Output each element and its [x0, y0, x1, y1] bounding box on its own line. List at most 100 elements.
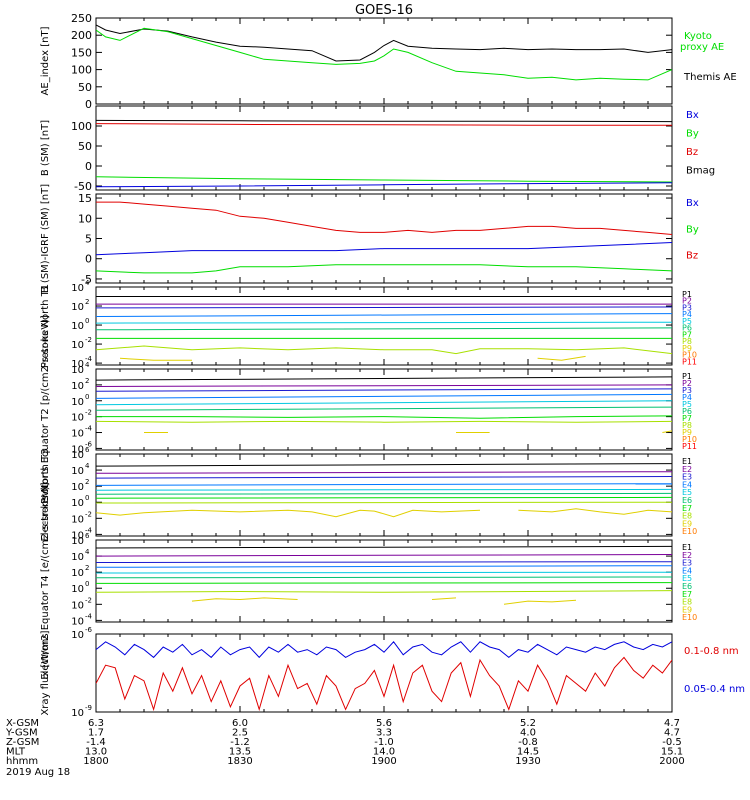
series-line-e8 [96, 501, 672, 504]
y-tick-label-exp: 0 [85, 393, 89, 401]
y-axis-label: Xray flux [W/m2] [40, 630, 51, 715]
legend-p3: P3 [682, 303, 692, 312]
axis-value: 13.0 [85, 747, 107, 758]
series-line-e4 [96, 483, 672, 486]
y-tick-label: 5 [85, 233, 92, 246]
legend-e3: E3 [682, 559, 692, 568]
legend-bx: Bx [686, 110, 699, 121]
legend-p4: P4 [682, 310, 692, 319]
series-line-p5 [96, 400, 672, 406]
series-line-e5 [96, 488, 672, 491]
series-line-0-05-0-4-nm [96, 641, 672, 659]
y-tick-label-exp: 2 [85, 564, 89, 572]
axis-value: -1.0 [374, 737, 394, 748]
y-tick-label: 0 [85, 98, 92, 111]
y-axis-label: Electrons North T3 [40, 448, 51, 541]
axis-value: -0.8 [518, 737, 538, 748]
legend-p3: P3 [682, 386, 692, 395]
legend-bmag: Bmag [686, 166, 715, 177]
legend-e4: E4 [682, 480, 692, 489]
y-tick-label-base: 10 [71, 466, 84, 477]
y-tick-label-base: 10 [71, 630, 84, 641]
y-tick-label-base: 10 [71, 530, 84, 541]
plot-title: GOES-16 [355, 3, 413, 18]
y-tick-label-base: 10 [71, 498, 84, 509]
legend-by: By [686, 129, 699, 140]
series-line-e9 [191, 597, 577, 605]
legend-p11: P11 [682, 442, 697, 451]
y-tick-label-base: 10 [71, 552, 84, 563]
series-line-p4 [96, 313, 672, 317]
series-line-bz [96, 123, 672, 126]
legend-e3: E3 [682, 473, 692, 482]
series-line-e3 [96, 561, 672, 563]
series-line-e2 [96, 471, 672, 474]
legend-e8: E8 [682, 598, 692, 607]
series-line-themis-ae [96, 24, 672, 62]
axis-value: -0.5 [662, 737, 682, 748]
y-tick-label-exp: -2 [85, 510, 92, 518]
axis-value: 5.6 [376, 718, 392, 729]
panel-frame [95, 286, 673, 366]
legend-xray-long: 0.1-0.8 nm [684, 646, 739, 657]
y-tick-label: 200 [71, 29, 92, 42]
y-tick-label-base: 10 [71, 600, 84, 611]
series-line-e5 [96, 571, 672, 574]
y-tick-label: 50 [78, 140, 92, 153]
series-line-e1 [96, 545, 672, 549]
axis-value: 14.5 [517, 747, 539, 758]
y-tick-label-base: 10 [71, 365, 84, 376]
y-tick-label-base: 10 [71, 514, 84, 525]
y-tick-label-exp: -6 [85, 626, 93, 634]
row-label-y-gsm: Y-GSM [5, 728, 38, 739]
series-line-bx [96, 182, 672, 188]
y-tick-label: 150 [71, 46, 92, 59]
y-tick-label-exp: 0 [85, 317, 89, 325]
legend-proxy-ae: proxy AE [680, 42, 724, 53]
y-tick-label-base: 10 [71, 302, 84, 313]
legend-e6: E6 [682, 496, 692, 505]
series-line-e9 [96, 508, 672, 518]
y-tick-label-base: 10 [71, 340, 84, 351]
series-line-p1 [96, 376, 672, 381]
y-tick-label-base: 10 [71, 397, 84, 408]
axis-value: 1900 [371, 756, 396, 767]
y-axis-label: Protons Equator T2 [p/(cm2-s-sr-keV)] [40, 315, 51, 504]
y-tick-label-exp: 4 [85, 548, 90, 556]
y-tick-label-exp: 6 [85, 532, 90, 540]
y-tick-label-exp: -4 [85, 612, 93, 620]
y-tick-label-base: 10 [71, 536, 84, 547]
legend-by: By [686, 224, 699, 235]
axis-value: 1800 [83, 756, 108, 767]
series-line-p9 [119, 355, 586, 361]
series-line-p3 [96, 306, 672, 309]
legend-p9: P9 [682, 344, 692, 353]
y-tick-label-base: 10 [71, 450, 84, 461]
axis-value: 2000 [659, 756, 684, 767]
time-axis-table: X-GSM 6.3 6.0 5.6 5.2 4.7 Y-GSM 1.7 2.5 3.3 4.0 4.7… [5, 718, 685, 778]
legend-e7: E7 [682, 504, 692, 513]
y-tick-label: -50 [74, 180, 92, 193]
legend-p1: P1 [682, 372, 692, 381]
panel-frame [95, 633, 673, 713]
legend-p5: P5 [682, 317, 692, 326]
series-line-p9 [144, 430, 672, 433]
legend-e2: E2 [682, 551, 692, 560]
y-tick-label-exp: 2 [85, 298, 89, 306]
row-label-x-gsm: X-GSM [6, 718, 39, 729]
series-line-kyoto-proxy-ae [96, 27, 672, 81]
legend-p2: P2 [682, 379, 692, 388]
series-line-bx [96, 242, 672, 256]
legend-p5: P5 [682, 400, 692, 409]
panel-3: -5 0 5 10 15 B (SM)-IGRF (SM) [nT] Bx By Bz [40, 184, 699, 293]
y-tick-label-exp: 4 [85, 462, 90, 470]
y-tick-label-base: 10 [71, 381, 84, 392]
axis-value: 15.1 [661, 747, 683, 758]
y-tick-label-exp: 4 [85, 361, 90, 369]
series-line-p7 [96, 415, 672, 419]
panel-2: -50 0 50 100 B (SM) [nT] Bx By Bz Bmag [40, 105, 715, 193]
